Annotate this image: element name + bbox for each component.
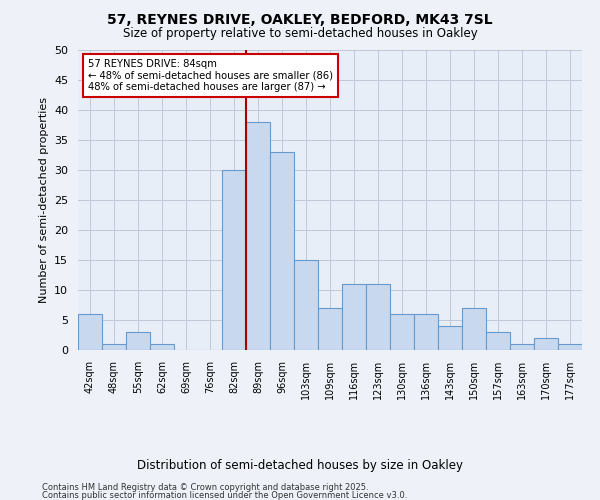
Bar [318,308,342,350]
Bar [126,332,150,350]
Bar [294,260,318,350]
Text: Distribution of semi-detached houses by size in Oakley: Distribution of semi-detached houses by … [137,460,463,472]
Bar [246,122,270,350]
Bar [78,314,102,350]
Bar [222,170,246,350]
Text: Contains public sector information licensed under the Open Government Licence v3: Contains public sector information licen… [42,491,407,500]
Bar [462,308,486,350]
Y-axis label: Number of semi-detached properties: Number of semi-detached properties [38,97,49,303]
Text: 57, REYNES DRIVE, OAKLEY, BEDFORD, MK43 7SL: 57, REYNES DRIVE, OAKLEY, BEDFORD, MK43 … [107,12,493,26]
Text: Contains HM Land Registry data © Crown copyright and database right 2025.: Contains HM Land Registry data © Crown c… [42,482,368,492]
Bar [270,152,294,350]
Bar [558,344,582,350]
Bar [366,284,390,350]
Text: 57 REYNES DRIVE: 84sqm
← 48% of semi-detached houses are smaller (86)
48% of sem: 57 REYNES DRIVE: 84sqm ← 48% of semi-det… [88,59,333,92]
Bar [390,314,414,350]
Bar [486,332,510,350]
Bar [414,314,438,350]
Text: Size of property relative to semi-detached houses in Oakley: Size of property relative to semi-detach… [122,28,478,40]
Bar [342,284,366,350]
Bar [510,344,534,350]
Bar [102,344,126,350]
Bar [534,338,558,350]
Bar [150,344,174,350]
Bar [438,326,462,350]
